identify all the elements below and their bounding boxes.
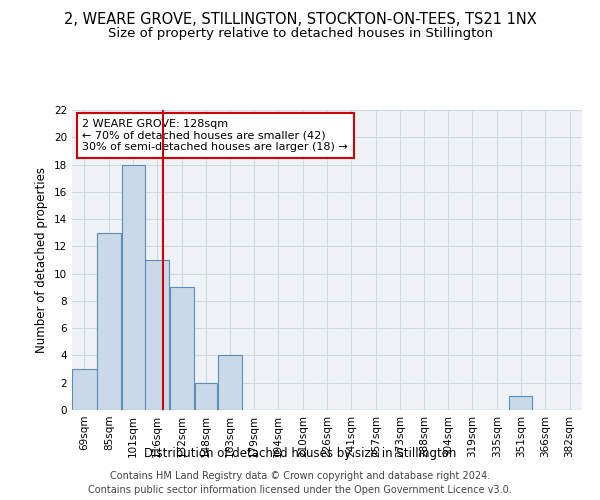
Bar bbox=[170, 288, 194, 410]
Bar bbox=[97, 232, 121, 410]
Bar bbox=[194, 382, 217, 410]
Bar bbox=[72, 369, 97, 410]
Bar bbox=[145, 260, 169, 410]
Bar bbox=[509, 396, 532, 410]
Text: Size of property relative to detached houses in Stillington: Size of property relative to detached ho… bbox=[107, 28, 493, 40]
Bar bbox=[122, 164, 145, 410]
Text: Distribution of detached houses by size in Stillington: Distribution of detached houses by size … bbox=[144, 448, 456, 460]
Bar bbox=[218, 356, 242, 410]
Text: 2 WEARE GROVE: 128sqm
← 70% of detached houses are smaller (42)
30% of semi-deta: 2 WEARE GROVE: 128sqm ← 70% of detached … bbox=[82, 119, 348, 152]
Text: Contains HM Land Registry data © Crown copyright and database right 2024.
Contai: Contains HM Land Registry data © Crown c… bbox=[88, 471, 512, 495]
Y-axis label: Number of detached properties: Number of detached properties bbox=[35, 167, 49, 353]
Text: 2, WEARE GROVE, STILLINGTON, STOCKTON-ON-TEES, TS21 1NX: 2, WEARE GROVE, STILLINGTON, STOCKTON-ON… bbox=[64, 12, 536, 28]
